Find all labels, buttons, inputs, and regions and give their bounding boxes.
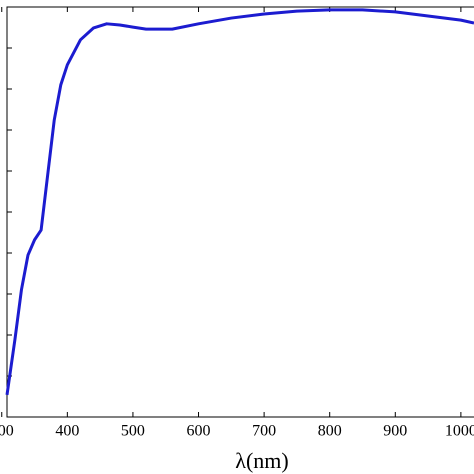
x-tick-label: 1000 xyxy=(445,423,474,440)
x-tick-label: 700 xyxy=(252,423,276,440)
x-tick-label: 500 xyxy=(121,423,145,440)
x-tick-label: 900 xyxy=(383,423,407,440)
x-tick-label: 600 xyxy=(187,423,211,440)
x-tick-label: 800 xyxy=(318,423,342,440)
data-line xyxy=(5,8,474,396)
x-tick-label: 300 xyxy=(0,423,14,440)
x-axis-label: λ(nm) xyxy=(235,448,288,473)
x-tick-label: 400 xyxy=(55,423,79,440)
